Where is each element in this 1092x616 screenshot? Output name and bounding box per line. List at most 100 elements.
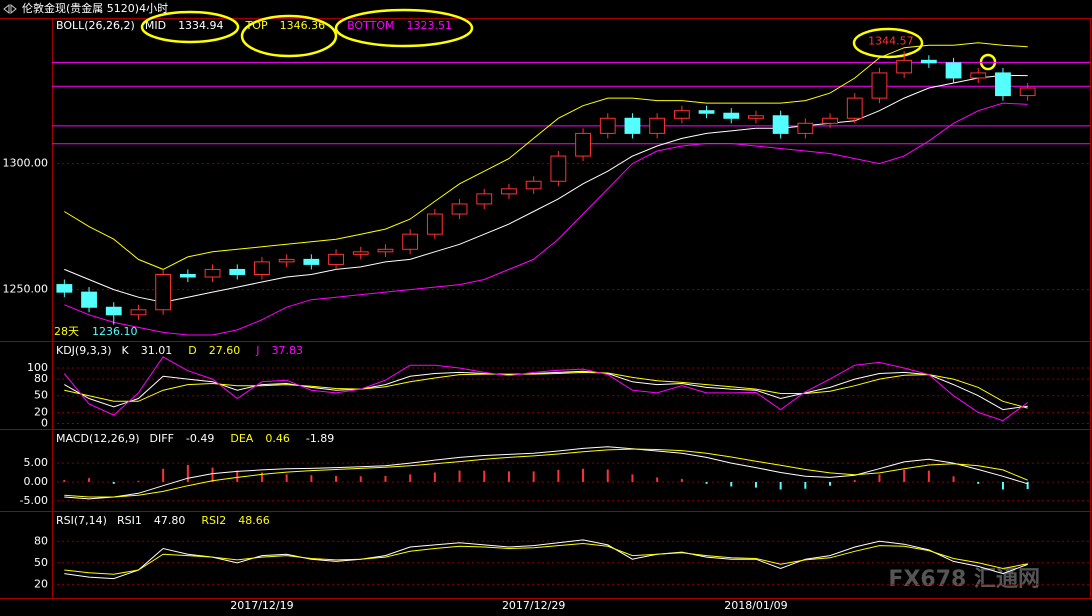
layout-frame	[0, 18, 1092, 599]
readout-value: 1334.94	[178, 19, 224, 32]
readout-name: RSI2	[201, 514, 226, 527]
y-tick-label: 5.00	[24, 456, 49, 469]
candle-body	[797, 122, 814, 134]
candle-body	[377, 248, 394, 253]
candle-body	[278, 258, 295, 263]
y-tick-label: 20	[34, 405, 48, 418]
candle-body	[501, 188, 517, 195]
candle-body	[402, 233, 419, 250]
y-tick-label: 50	[34, 556, 48, 569]
candle-body	[130, 309, 147, 316]
candle-body	[871, 72, 888, 99]
readout-value: 47.80	[154, 514, 186, 527]
candle-body	[970, 72, 987, 79]
indicator-line	[64, 448, 1028, 498]
y-tick-label: 0.00	[24, 475, 49, 488]
readout-name: J	[255, 344, 259, 357]
window-icon	[3, 3, 17, 15]
indicator-line	[64, 542, 1028, 575]
readout-name: MID	[145, 19, 166, 32]
candle-body	[229, 268, 246, 275]
y-tick-label: -5.00	[20, 494, 48, 507]
candle-body	[846, 97, 863, 119]
candle-body	[525, 180, 542, 190]
candle-body	[352, 251, 369, 255]
candle-body	[303, 258, 320, 265]
readout-value: 1323.51	[406, 19, 452, 32]
y-tick-label: 100	[27, 361, 48, 374]
indicator-name: BOLL(26,26,2)	[56, 19, 135, 32]
y-tick-label: 20	[34, 577, 48, 590]
candle-body	[920, 59, 937, 64]
watermark: FX678 汇通网	[888, 567, 1040, 592]
indicator-line	[64, 102, 1028, 336]
indicator-name: MACD(12,26,9)	[56, 432, 140, 445]
candle-body	[772, 115, 789, 134]
readout-value: 37.83	[271, 344, 303, 357]
readout-value: 31.01	[141, 344, 173, 357]
candle-body	[624, 117, 641, 134]
candle-body	[896, 59, 913, 74]
candle-body	[945, 62, 962, 79]
readout-name: BOTTOM	[347, 19, 394, 32]
price-annotation: 1236.10	[92, 325, 138, 338]
indicator-line	[64, 370, 1028, 411]
indicator-line	[63, 356, 1028, 422]
candle-body	[698, 110, 715, 114]
header-title: 伦敦金现(贵金属 5120)4小时	[22, 1, 168, 15]
candle-body	[575, 132, 591, 157]
candle-body	[179, 273, 196, 278]
candle-body	[995, 72, 1011, 97]
candle-body	[673, 110, 690, 119]
candle-body	[204, 268, 221, 278]
y-tick-label: 1250.00	[3, 283, 49, 296]
readout-name: TOP	[245, 19, 268, 32]
readout-value: -1.89	[306, 432, 334, 445]
candle-body	[56, 284, 73, 293]
y-tick-label: 0	[41, 416, 48, 429]
readout-name: DIFF	[150, 432, 174, 445]
candle-body	[748, 115, 764, 119]
readout-value: 0.46	[265, 432, 290, 445]
readout-name: RSI1	[117, 514, 142, 527]
y-tick-label: 50	[34, 389, 48, 402]
candle-body	[155, 273, 172, 311]
candle-body	[254, 261, 270, 275]
candle-body	[476, 193, 493, 205]
indicator-name: KDJ(9,3,3)	[56, 344, 112, 357]
x-tick-label: 2017/12/19	[230, 599, 293, 612]
candle-body	[328, 253, 344, 265]
candle-body	[451, 203, 468, 215]
candle-body	[599, 117, 616, 134]
candle-body	[649, 117, 666, 134]
candle-body	[550, 155, 567, 182]
y-tick-label: 1300.00	[3, 157, 49, 170]
y-tick-label: 80	[34, 372, 48, 385]
indicator-line	[64, 371, 1028, 409]
price-annotation: 28天	[54, 325, 79, 338]
indicator-name: RSI(7,14)	[56, 514, 107, 527]
readout-value: 1346.36	[280, 19, 326, 32]
indicator-line	[64, 42, 1028, 270]
readout-name: DEA	[230, 432, 253, 445]
x-tick-label: 2017/12/29	[502, 599, 565, 612]
candle-body	[426, 213, 443, 235]
y-tick-label: 80	[34, 534, 48, 547]
readout-name: D	[188, 344, 196, 357]
readout-value: 27.60	[209, 344, 241, 357]
readout-value: -0.49	[186, 432, 214, 445]
indicator-line	[64, 74, 1028, 303]
indicator-line	[64, 539, 1028, 580]
price-annotation: 1344.57	[868, 34, 914, 47]
candle-body	[822, 117, 838, 124]
readout-name: K	[122, 344, 130, 357]
candle-body	[81, 291, 97, 308]
indicator-line	[64, 446, 1028, 500]
candle-body	[105, 306, 122, 316]
candle-body	[723, 112, 740, 119]
readout-value: 48.66	[238, 514, 270, 527]
candle-body	[1019, 87, 1036, 97]
x-tick-label: 2018/01/09	[724, 599, 787, 612]
